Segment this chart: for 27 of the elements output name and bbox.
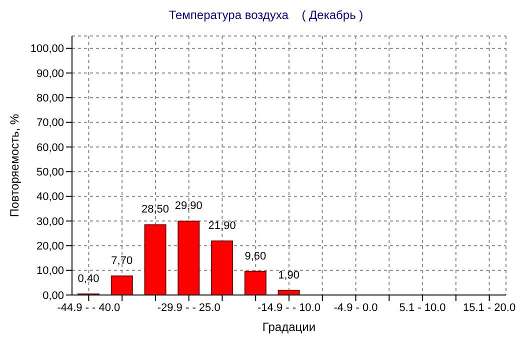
- x-tick-label: 5.1 - 10.0: [399, 302, 446, 314]
- data-label: 9,60: [244, 250, 266, 262]
- y-tick-label: 0,00: [42, 290, 64, 302]
- x-axis-title: Градации: [262, 320, 316, 334]
- y-tick-label: 80,00: [36, 92, 64, 105]
- x-tick-label: -14.9 - - 10.0: [258, 302, 320, 314]
- data-label: 28,50: [142, 204, 170, 216]
- x-tick-label: -4.9 - 0.0: [334, 302, 378, 314]
- data-label: 7,70: [111, 255, 133, 268]
- y-tick-label: 30,00: [36, 216, 64, 228]
- data-label: 21,90: [208, 220, 236, 232]
- x-tick-label: -29.9 - - 25.0: [157, 302, 220, 314]
- data-label: 29,90: [174, 200, 202, 212]
- x-tick-label: -44.9 - - 40.0: [57, 302, 120, 314]
- y-tick-label: 60,00: [36, 142, 64, 154]
- data-label: 0,40: [78, 273, 100, 286]
- y-tick-label: 100,00: [30, 43, 64, 56]
- y-tick-label: 10,00: [36, 265, 64, 278]
- y-tick-label: 70,00: [36, 117, 64, 130]
- chart-title: Температура воздуха ( Декабрь ): [168, 8, 364, 22]
- y-tick-label: 40,00: [36, 191, 64, 204]
- y-tick-label: 50,00: [36, 166, 64, 179]
- data-label: 1,90: [278, 269, 300, 282]
- y-axis-title: Повторяемость, %: [7, 114, 22, 218]
- y-tick-label: 20,00: [36, 240, 64, 253]
- y-tick-label: 90,00: [36, 68, 64, 80]
- x-tick-label: 15.1 - 20.0: [463, 302, 516, 314]
